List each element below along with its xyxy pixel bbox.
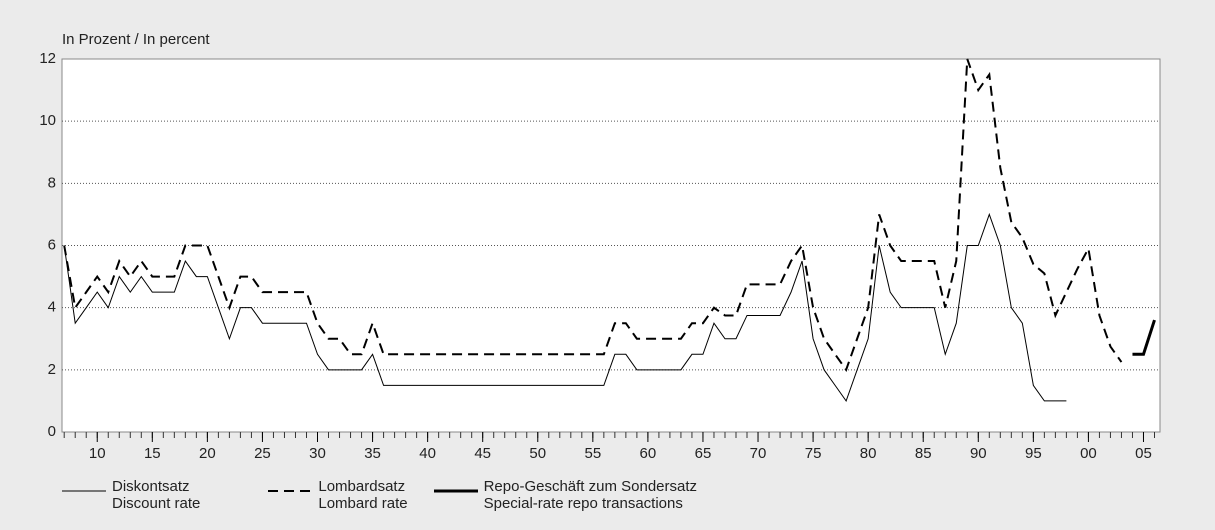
x-tick-label: 65 [695,445,712,462]
x-tick-label: 00 [1080,445,1097,462]
x-tick-label: 95 [1025,445,1042,462]
y-tick-label: 6 [48,236,56,253]
y-tick-label: 2 [48,361,56,378]
legend-swatch [62,490,106,492]
series-line [63,212,1067,402]
x-tick-label: 90 [970,445,987,462]
x-tick-label: 20 [199,445,216,462]
x-tick-label: 40 [419,445,436,462]
legend-label: Lombardsatz Lombard rate [318,478,408,512]
x-tick-label: 35 [364,445,381,462]
x-tick-label: 75 [805,445,822,462]
legend-item: Repo-Geschäft zum Sondersatz Special-rat… [433,478,698,512]
series-line [63,58,1123,372]
x-tick-label: 10 [89,445,106,462]
series-line [1132,319,1156,356]
legend-item: Diskontsatz Discount rate [62,478,200,512]
x-tick-label: 50 [529,445,546,462]
x-tick-label: 70 [750,445,767,462]
chart: In Prozent / In percent 0 2 4 6 8 10 12 10 15 20 2… [39,31,1161,462]
axis-label: In Prozent / In percent [62,31,210,48]
x-tick-label: 30 [309,445,326,462]
x-tick-label: 55 [584,445,601,462]
y-tick-label: 10 [39,112,56,129]
x-tick-label: 45 [474,445,491,462]
legend-swatch [433,489,478,493]
legend-swatch [268,490,313,492]
legend-label: Repo-Geschäft zum Sondersatz Special-rat… [483,478,698,512]
y-tick-label: 0 [48,423,56,440]
y-tick-label: 8 [48,174,56,191]
x-tick-label: 25 [254,445,271,462]
x-tick-label: 05 [1135,445,1152,462]
legend-label: Diskontsatz Discount rate [112,478,201,512]
legend: Diskontsatz Discount rate Lombardsatz Lom… [62,478,723,512]
x-tick-label: 85 [915,445,932,462]
y-tick-label: 12 [39,50,56,67]
x-tick-label: 15 [144,445,161,462]
x-tick-label: 80 [860,445,877,462]
legend-item: Lombardsatz Lombard rate [268,478,408,512]
x-tick-label: 60 [640,445,657,462]
y-tick-label: 4 [48,299,56,316]
